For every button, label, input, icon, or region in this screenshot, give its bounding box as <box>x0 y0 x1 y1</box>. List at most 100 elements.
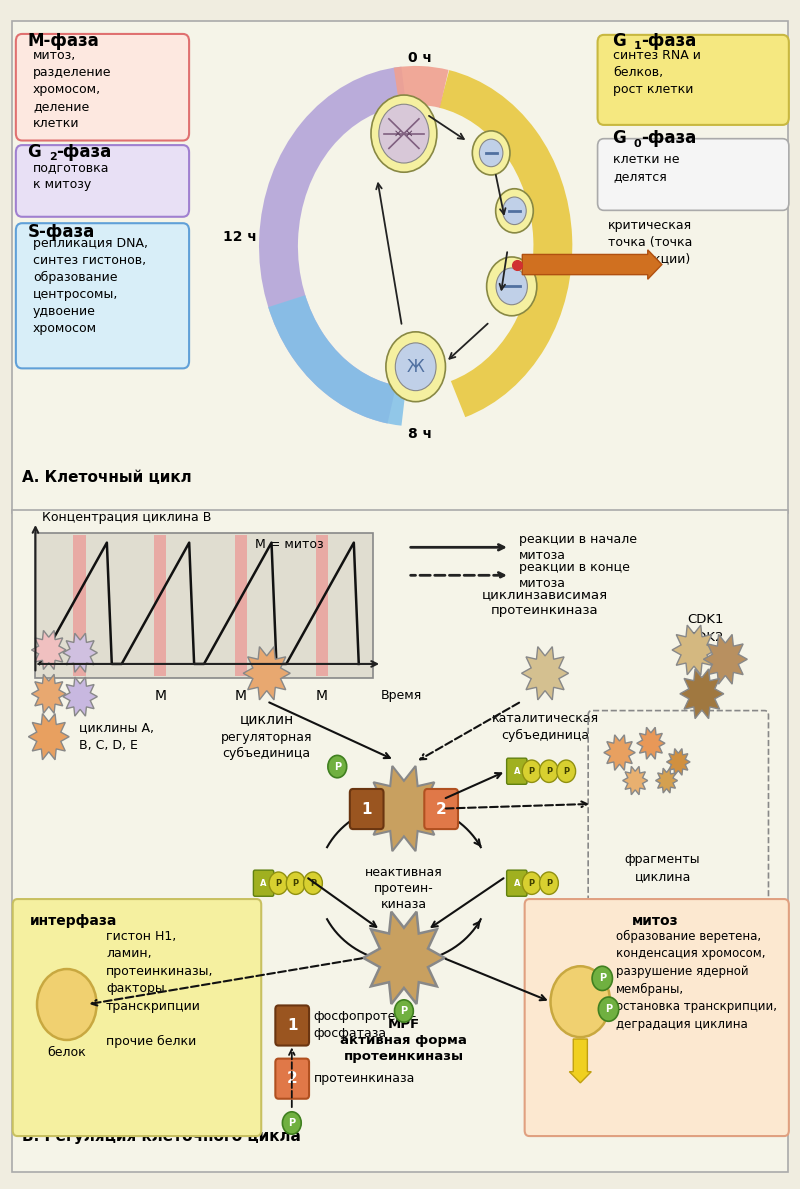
Circle shape <box>395 342 436 391</box>
Circle shape <box>502 197 526 225</box>
Circle shape <box>522 872 541 894</box>
Text: циклин: циклин <box>239 712 294 726</box>
Text: А. Клеточный цикл: А. Клеточный цикл <box>22 470 192 485</box>
Circle shape <box>394 1000 414 1023</box>
Circle shape <box>386 332 446 402</box>
Polygon shape <box>604 735 635 770</box>
FancyBboxPatch shape <box>275 1006 309 1045</box>
Text: S-фаза: S-фаза <box>27 224 95 241</box>
Polygon shape <box>366 766 442 851</box>
Circle shape <box>379 105 429 163</box>
FancyArrow shape <box>522 250 662 279</box>
Text: реакции в конце
митоза: реакции в конце митоза <box>519 561 630 590</box>
Polygon shape <box>243 647 290 700</box>
Text: Концентрация циклина В: Концентрация циклина В <box>42 511 211 524</box>
Text: P: P <box>563 767 570 775</box>
Text: P: P <box>293 879 298 888</box>
Text: митоз,
разделение
хромосом,
деление
клетки: митоз, разделение хромосом, деление клет… <box>33 49 111 130</box>
Circle shape <box>486 257 537 316</box>
FancyBboxPatch shape <box>506 759 527 785</box>
Bar <box>73 535 86 677</box>
FancyBboxPatch shape <box>506 870 527 897</box>
Circle shape <box>269 872 288 894</box>
Text: P: P <box>598 974 606 983</box>
FancyBboxPatch shape <box>424 789 458 829</box>
Circle shape <box>37 969 97 1040</box>
Circle shape <box>328 755 346 778</box>
Bar <box>35 534 373 678</box>
Circle shape <box>286 872 305 894</box>
Text: G: G <box>27 144 42 162</box>
Text: ✕ ✕: ✕ ✕ <box>394 128 414 139</box>
Circle shape <box>522 760 541 782</box>
Text: A: A <box>514 767 520 775</box>
Text: P: P <box>546 879 552 888</box>
Polygon shape <box>363 912 445 1004</box>
FancyBboxPatch shape <box>12 21 788 512</box>
Polygon shape <box>63 634 98 672</box>
FancyBboxPatch shape <box>13 899 262 1135</box>
Text: P: P <box>546 767 552 775</box>
Text: CDK1
CDK2: CDK1 CDK2 <box>687 612 724 643</box>
Polygon shape <box>63 677 98 716</box>
Circle shape <box>592 967 613 990</box>
Text: Б. Регуляция клеточного цикла: Б. Регуляция клеточного цикла <box>22 1130 301 1145</box>
Text: Ж: Ж <box>406 358 425 376</box>
Circle shape <box>496 268 527 304</box>
FancyBboxPatch shape <box>598 139 789 210</box>
Circle shape <box>539 872 558 894</box>
Text: A: A <box>260 879 267 888</box>
Circle shape <box>472 131 510 175</box>
Text: клетки не
делятся: клетки не делятся <box>614 153 680 183</box>
Text: P: P <box>334 762 341 772</box>
Polygon shape <box>522 647 569 700</box>
FancyBboxPatch shape <box>16 34 189 140</box>
Text: образование веретена,
конденсация хромосом,
разрушение ядерной
мембраны,
останов: образование веретена, конденсация хромос… <box>616 930 777 1031</box>
Bar <box>235 535 247 677</box>
Text: M = митоз: M = митоз <box>254 537 323 551</box>
Text: интерфаза: интерфаза <box>30 914 118 927</box>
Text: M: M <box>74 690 86 703</box>
FancyBboxPatch shape <box>16 224 189 369</box>
Text: 4 ч: 4 ч <box>501 262 525 276</box>
Text: протеинкиназа: протеинкиназа <box>314 1072 415 1086</box>
Text: критическая
точка (точка
рестрикции): критическая точка (точка рестрикции) <box>608 219 692 265</box>
Text: P: P <box>310 879 316 888</box>
Text: -фаза: -фаза <box>642 32 697 50</box>
Text: гистон H1,
ламин,
протеинкиназы,
факторы
транскрипции

прочие белки: гистон H1, ламин, протеинкиназы, факторы… <box>106 930 214 1048</box>
Text: синтез RNA и
белков,
рост клетки: синтез RNA и белков, рост клетки <box>614 49 701 95</box>
Bar <box>316 535 328 677</box>
Polygon shape <box>31 674 66 713</box>
Text: G: G <box>612 130 626 147</box>
Text: P: P <box>605 1005 612 1014</box>
Circle shape <box>303 114 528 378</box>
Circle shape <box>539 760 558 782</box>
FancyBboxPatch shape <box>254 870 274 897</box>
FancyArrow shape <box>570 1039 591 1083</box>
Text: неактивная
протеин-
киназа: неактивная протеин- киназа <box>365 867 442 912</box>
Circle shape <box>371 95 437 172</box>
Text: 2: 2 <box>287 1071 298 1087</box>
FancyBboxPatch shape <box>275 1058 309 1099</box>
Text: реакции в начале
митоза: реакции в начале митоза <box>519 533 637 562</box>
Circle shape <box>550 967 610 1037</box>
Text: фрагменты
циклина: фрагменты циклина <box>625 854 701 883</box>
Circle shape <box>479 139 503 166</box>
Polygon shape <box>31 630 66 669</box>
Text: 12 ч: 12 ч <box>222 229 257 244</box>
Text: 1: 1 <box>634 42 642 51</box>
Text: M-фаза: M-фаза <box>27 32 99 50</box>
Circle shape <box>557 760 576 782</box>
Text: -фаза: -фаза <box>57 144 112 162</box>
Circle shape <box>496 189 534 233</box>
Text: MPF
активная форма
протеинкиназы: MPF активная форма протеинкиназы <box>341 1019 467 1063</box>
Text: митоз: митоз <box>631 914 678 927</box>
Polygon shape <box>637 728 665 760</box>
Text: M: M <box>154 690 166 703</box>
Polygon shape <box>655 768 678 793</box>
Text: A: A <box>514 879 520 888</box>
Text: P: P <box>529 879 534 888</box>
Circle shape <box>598 998 618 1021</box>
Text: M: M <box>316 690 328 703</box>
Bar <box>154 535 166 677</box>
